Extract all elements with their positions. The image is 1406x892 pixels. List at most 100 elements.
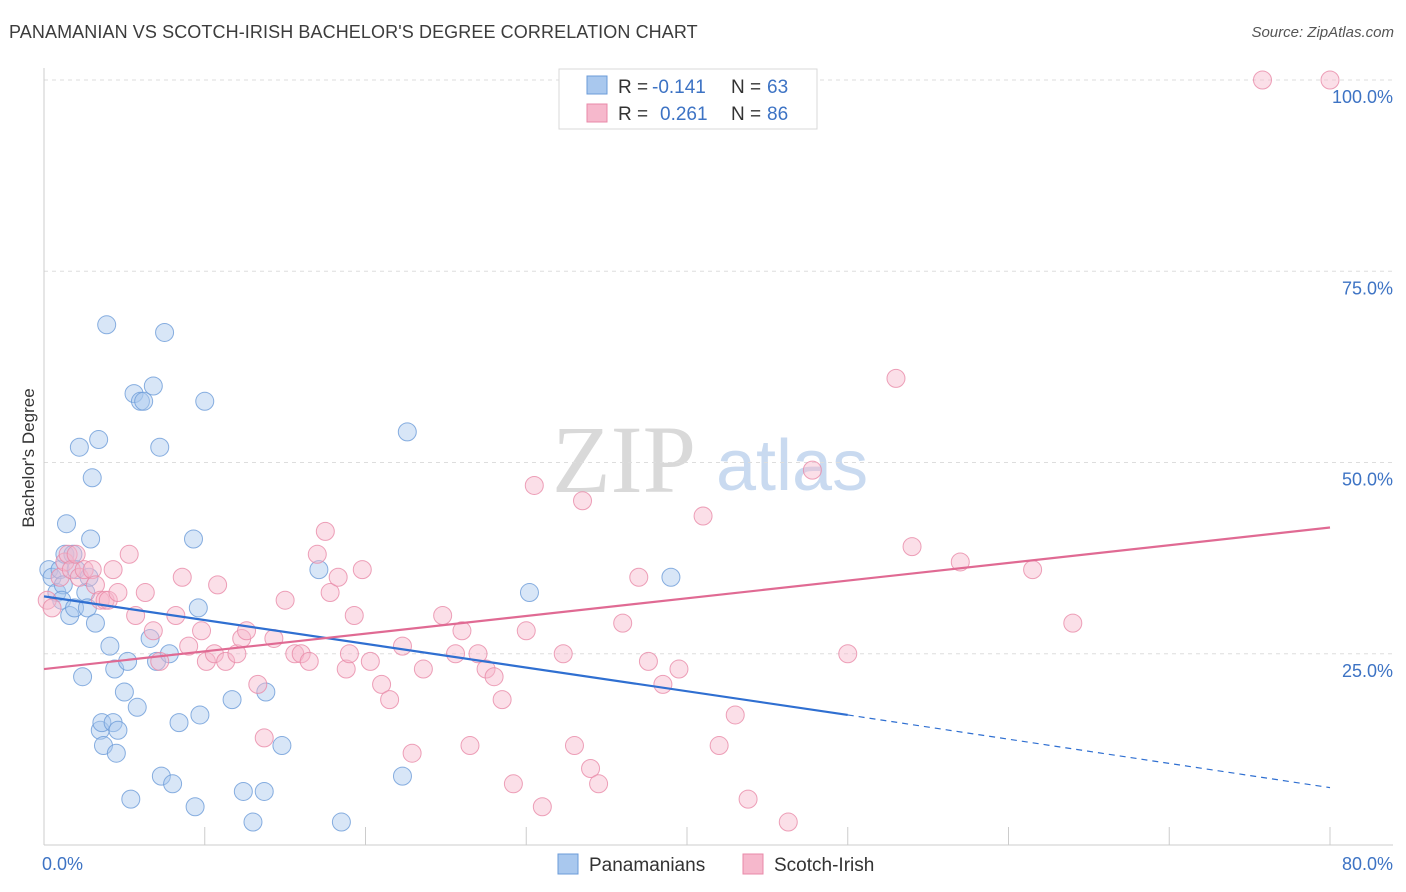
point-scotch-irish-57 — [468, 644, 488, 664]
point-scotch-irish-14 — [103, 560, 123, 580]
point-scotch-irish-54 — [446, 644, 466, 664]
point-scotch-irish-53 — [433, 606, 453, 625]
point-scotch-irish-45 — [344, 606, 364, 625]
point-panamanians-51 — [222, 690, 242, 710]
point-scotch-irish-56 — [460, 736, 480, 756]
point-panamanians-34 — [127, 697, 147, 717]
point-panamanians-20 — [89, 430, 109, 450]
point-scotch-irish-82 — [886, 368, 906, 388]
bottom-legend: Panamanians Scotch-Irish — [557, 853, 874, 876]
point-scotch-irish-15 — [108, 583, 128, 603]
x-tick-label-max: 80.0% — [1342, 854, 1393, 874]
point-scotch-irish-73 — [653, 674, 673, 694]
watermark-zip: ZIP — [552, 406, 696, 513]
point-scotch-irish-37 — [291, 644, 311, 664]
point-scotch-irish-55 — [452, 621, 472, 641]
point-scotch-irish-39 — [307, 544, 327, 564]
point-scotch-irish-83 — [902, 537, 922, 557]
point-scotch-irish-49 — [380, 690, 400, 710]
point-panamanians-52 — [233, 781, 253, 801]
point-scotch-irish-66 — [564, 736, 584, 756]
point-scotch-irish-6 — [66, 544, 86, 564]
point-panamanians-59 — [397, 422, 417, 442]
legend-swatch-panamanians — [586, 75, 608, 95]
point-panamanians-62 — [243, 812, 263, 832]
legend-r-value-2: 0.261 — [660, 104, 708, 125]
watermark-atlas: atlas — [716, 426, 868, 506]
point-panamanians-30 — [114, 682, 134, 702]
point-panamanians-38 — [143, 376, 163, 396]
legend-r-value-1: -0.141 — [652, 77, 706, 98]
point-panamanians-58 — [392, 766, 412, 786]
point-scotch-irish-47 — [360, 651, 380, 671]
point-scotch-irish-88 — [1320, 70, 1340, 90]
point-scotch-irish-62 — [516, 621, 536, 641]
point-panamanians-49 — [190, 705, 210, 725]
points-layer — [37, 70, 1340, 832]
point-panamanians-17 — [81, 529, 101, 549]
top-legend: R = -0.141 N = 63 R = 0.261 N = 86 — [558, 68, 818, 130]
grid-layer — [44, 79, 1393, 655]
point-scotch-irish-43 — [336, 659, 356, 679]
trend-panamanians — [43, 595, 848, 717]
point-panamanians-0 — [39, 560, 59, 580]
point-scotch-irish-77 — [725, 705, 745, 725]
y-tick-label-0: 100.0% — [1332, 87, 1393, 107]
point-panamanians-48 — [188, 598, 208, 618]
chart-source: Source: ZipAtlas.com — [1251, 24, 1394, 41]
point-scotch-irish-87 — [1252, 70, 1272, 90]
point-scotch-irish-86 — [1063, 613, 1083, 633]
point-scotch-irish-40 — [315, 521, 335, 541]
point-scotch-irish-4 — [58, 544, 78, 564]
point-scotch-irish-23 — [179, 636, 199, 656]
point-scotch-irish-8 — [74, 560, 94, 580]
point-scotch-irish-78 — [738, 789, 758, 809]
point-scotch-irish-64 — [532, 797, 552, 817]
point-scotch-irish-19 — [143, 621, 163, 641]
point-scotch-irish-65 — [553, 644, 573, 664]
point-scotch-irish-51 — [402, 743, 422, 763]
point-panamanians-7 — [57, 514, 77, 534]
bottom-legend-swatch-panamanians — [557, 853, 579, 875]
point-panamanians-56 — [309, 560, 329, 580]
point-panamanians-44 — [163, 774, 183, 794]
point-scotch-irish-46 — [352, 560, 372, 580]
point-scotch-irish-48 — [372, 674, 392, 694]
legend-n-value-2: 86 — [767, 104, 788, 125]
point-scotch-irish-76 — [709, 736, 729, 756]
point-panamanians-50 — [195, 391, 215, 411]
bottom-legend-swatch-scotch-irish — [742, 853, 764, 875]
point-panamanians-18 — [82, 468, 102, 488]
point-panamanians-40 — [150, 437, 170, 457]
point-scotch-irish-61 — [503, 774, 523, 794]
point-panamanians-54 — [256, 682, 276, 702]
point-scotch-irish-52 — [413, 659, 433, 679]
point-scotch-irish-38 — [299, 651, 319, 671]
point-scotch-irish-42 — [328, 567, 348, 587]
legend-r-label-1: R = — [618, 77, 648, 98]
point-scotch-irish-58 — [476, 659, 496, 679]
point-panamanians-53 — [254, 781, 274, 801]
point-scotch-irish-50 — [392, 636, 412, 656]
point-panamanians-13 — [73, 667, 93, 687]
point-panamanians-41 — [151, 766, 171, 786]
bottom-legend-label-panamanians: Panamanians — [589, 855, 705, 876]
chart-title: PANAMANIAN VS SCOTCH-IRISH BACHELOR'S DE… — [9, 22, 698, 42]
point-panamanians-61 — [661, 567, 681, 587]
point-panamanians-36 — [134, 391, 154, 411]
point-scotch-irish-9 — [82, 560, 102, 580]
bottom-legend-label-scotch-irish: Scotch-Irish — [774, 855, 874, 876]
point-scotch-irish-70 — [613, 613, 633, 633]
point-scotch-irish-69 — [589, 774, 609, 794]
point-scotch-irish-22 — [172, 567, 192, 587]
point-scotch-irish-28 — [216, 651, 236, 671]
point-scotch-irish-74 — [669, 659, 689, 679]
point-panamanians-25 — [100, 636, 120, 656]
watermark: ZIP atlas — [552, 406, 868, 513]
point-scotch-irish-81 — [838, 644, 858, 664]
point-panamanians-60 — [519, 583, 539, 603]
x-ticks — [43, 827, 1331, 845]
legend-n-label-1: N = — [731, 77, 761, 98]
point-scotch-irish-32 — [248, 674, 268, 694]
point-scotch-irish-16 — [119, 544, 139, 564]
